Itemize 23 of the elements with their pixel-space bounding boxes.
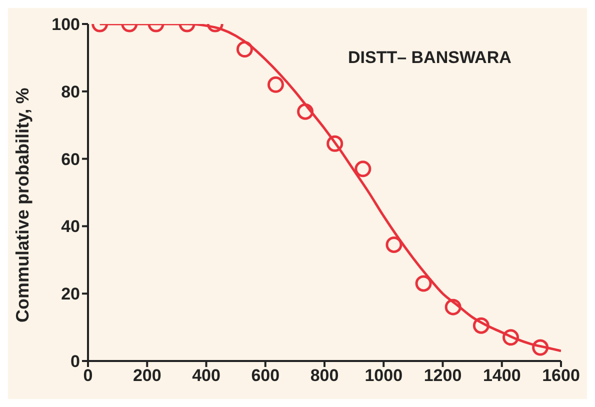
point xyxy=(444,298,462,316)
x-tick-label: 600 xyxy=(251,366,280,386)
point xyxy=(386,236,402,253)
y-tick-label: 60 xyxy=(61,150,80,169)
x-tick-label: 400 xyxy=(192,366,220,386)
x-tick-label: 1600 xyxy=(542,366,580,386)
point xyxy=(532,339,549,356)
annotation: DISTT– BANSWARA xyxy=(348,48,512,68)
point xyxy=(502,329,519,346)
point xyxy=(472,317,490,334)
y-tick-label: 80 xyxy=(61,82,80,102)
y-tick-label: 0 xyxy=(70,352,80,372)
x-tick-label: 1000 xyxy=(364,366,403,386)
x-tick-label: 200 xyxy=(132,366,162,386)
y-tick-label: 100 xyxy=(52,15,80,34)
y-tick-label: 20 xyxy=(61,284,80,304)
point xyxy=(415,275,432,292)
x-tick-label: 1200 xyxy=(424,366,462,386)
y-axis-title: Commulative probability, % xyxy=(12,88,32,322)
x-tick-label: 0 xyxy=(83,366,93,386)
y-tick-label: 40 xyxy=(61,217,80,236)
x-tick-label: 800 xyxy=(310,366,339,386)
x-tick-label: 1400 xyxy=(482,366,521,386)
